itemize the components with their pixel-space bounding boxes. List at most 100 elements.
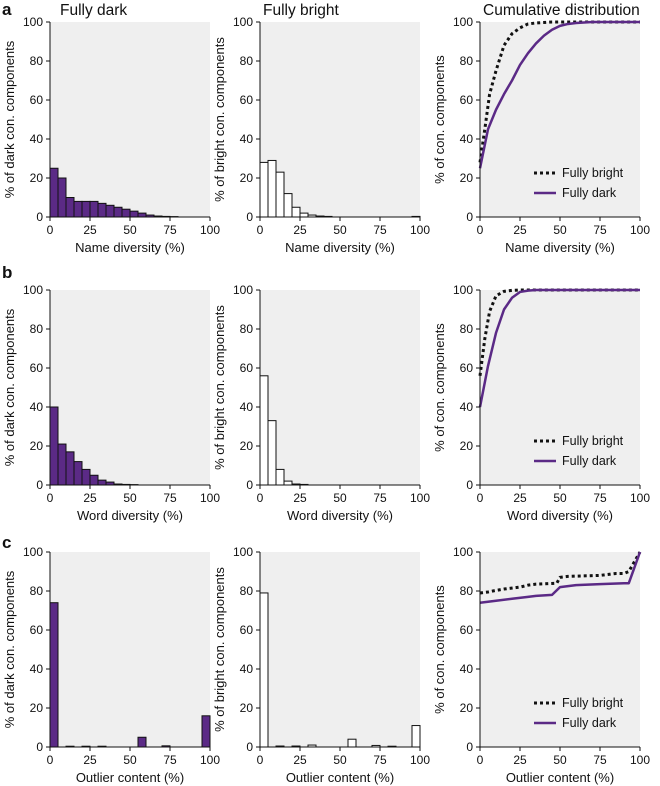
x-tick-label: 75 xyxy=(163,753,177,767)
y-tick-label: 20 xyxy=(240,701,254,715)
legend-label: Fully dark xyxy=(562,186,617,200)
y-tick-label: 0 xyxy=(246,740,253,754)
y-tick-label: 20 xyxy=(240,171,254,185)
plot-grid: 0 20 40 60 80 100 0 25 50 75 100 Name diversity (%)… xyxy=(2,15,650,785)
y-axis-title: % of dark con. components xyxy=(2,308,17,466)
y-tick-label: 40 xyxy=(240,400,254,414)
bar xyxy=(121,208,131,218)
plot-area xyxy=(480,22,640,217)
bar xyxy=(283,480,293,486)
x-tick-label: 0 xyxy=(257,491,264,505)
x-tick-label: 100 xyxy=(410,223,430,237)
legend-label: Fully dark xyxy=(562,716,617,730)
y-axis-title: % of con. components xyxy=(432,55,447,184)
bar xyxy=(137,212,147,218)
x-axis-title: Outlier content (%) xyxy=(76,770,184,785)
series-line xyxy=(478,20,640,163)
series-line xyxy=(479,551,642,595)
y-tick-label: 20 xyxy=(30,171,44,185)
plot-area xyxy=(50,552,210,747)
y-axis-title: % of con. components xyxy=(432,585,447,714)
y-tick-label: 100 xyxy=(23,545,43,559)
column-title-fully-bright: Fully bright xyxy=(263,2,339,19)
y-axis-title: % of bright con. components xyxy=(212,37,227,202)
bar xyxy=(49,406,59,486)
y-tick-label: 0 xyxy=(246,478,253,492)
y-tick-label: 40 xyxy=(460,400,474,414)
x-tick-label: 25 xyxy=(83,223,97,237)
series-line xyxy=(479,551,642,604)
y-tick-label: 0 xyxy=(36,210,43,224)
y-tick-label: 0 xyxy=(466,478,473,492)
y-tick-label: 60 xyxy=(240,361,254,375)
x-tick-label: 0 xyxy=(47,491,54,505)
x-tick-label: 50 xyxy=(553,753,567,767)
y-tick-label: 40 xyxy=(240,132,254,146)
y-tick-label: 20 xyxy=(460,171,474,185)
chart-c-cum: Fully bright Fully dark 0 20 40 60 80 100 0 25 50 7… xyxy=(432,545,650,785)
x-tick-label: 0 xyxy=(477,223,484,237)
bar xyxy=(65,197,75,218)
chart-a-bright: 0 20 40 60 80 100 0 25 50 75 100 Name diversity (%)… xyxy=(212,15,430,255)
x-tick-label: 50 xyxy=(123,491,137,505)
y-tick-label: 20 xyxy=(30,439,44,453)
x-tick-label: 50 xyxy=(333,753,347,767)
y-tick-label: 80 xyxy=(240,584,254,598)
x-tick-label: 0 xyxy=(477,753,484,767)
y-tick-label: 20 xyxy=(240,439,254,453)
y-tick-label: 100 xyxy=(233,545,253,559)
y-tick-label: 60 xyxy=(460,93,474,107)
y-tick-label: 40 xyxy=(30,132,44,146)
plot-area xyxy=(260,290,420,485)
x-tick-label: 0 xyxy=(47,753,54,767)
chart-a-dark: 0 20 40 60 80 100 0 25 50 75 100 Name diversity (%)… xyxy=(2,15,220,255)
bar xyxy=(283,193,293,218)
y-tick-label: 100 xyxy=(453,283,473,297)
y-tick-label: 0 xyxy=(36,478,43,492)
x-tick-label: 50 xyxy=(553,223,567,237)
x-tick-label: 50 xyxy=(333,223,347,237)
chart-c-dark: 0 20 40 60 80 100 0 25 50 75 100 Outlier content (%… xyxy=(2,545,220,785)
bar xyxy=(57,177,67,218)
x-tick-label: 0 xyxy=(477,491,484,505)
legend-label: Fully bright xyxy=(562,166,624,180)
x-tick-label: 50 xyxy=(553,491,567,505)
chart-b-cum: Fully bright Fully dark 0 20 40 60 80 100 0 25 50 7… xyxy=(432,283,650,523)
x-tick-label: 25 xyxy=(293,491,307,505)
y-tick-label: 80 xyxy=(460,584,474,598)
x-tick-label: 25 xyxy=(513,223,527,237)
y-tick-label: 100 xyxy=(23,283,43,297)
y-tick-label: 60 xyxy=(240,623,254,637)
x-tick-label: 25 xyxy=(513,753,527,767)
x-tick-label: 100 xyxy=(200,491,220,505)
y-tick-label: 80 xyxy=(460,322,474,336)
x-tick-label: 0 xyxy=(257,223,264,237)
chart-b-bright: 0 20 40 60 80 100 0 25 50 75 100 Word diversity (%)… xyxy=(212,283,430,523)
bar xyxy=(49,602,59,748)
y-tick-label: 60 xyxy=(240,93,254,107)
bar xyxy=(97,479,107,486)
x-axis-title: Word diversity (%) xyxy=(507,508,613,523)
plot-area xyxy=(50,290,210,485)
x-tick-label: 25 xyxy=(513,491,527,505)
y-tick-label: 60 xyxy=(30,361,44,375)
bar xyxy=(291,206,301,218)
y-tick-label: 60 xyxy=(30,623,44,637)
x-tick-label: 100 xyxy=(200,223,220,237)
x-tick-label: 75 xyxy=(163,223,177,237)
x-tick-label: 100 xyxy=(630,491,650,505)
bar xyxy=(81,468,91,486)
bar xyxy=(411,725,421,748)
y-tick-label: 100 xyxy=(453,545,473,559)
plot-area xyxy=(260,22,420,217)
bar xyxy=(259,375,269,486)
plot-area xyxy=(480,290,640,485)
y-tick-label: 60 xyxy=(30,93,44,107)
x-tick-label: 0 xyxy=(47,223,54,237)
series-line xyxy=(478,20,640,169)
bar xyxy=(299,212,309,218)
y-axis-title: % of dark con. components xyxy=(2,570,17,728)
plot-area xyxy=(50,22,210,217)
y-tick-label: 40 xyxy=(30,662,44,676)
